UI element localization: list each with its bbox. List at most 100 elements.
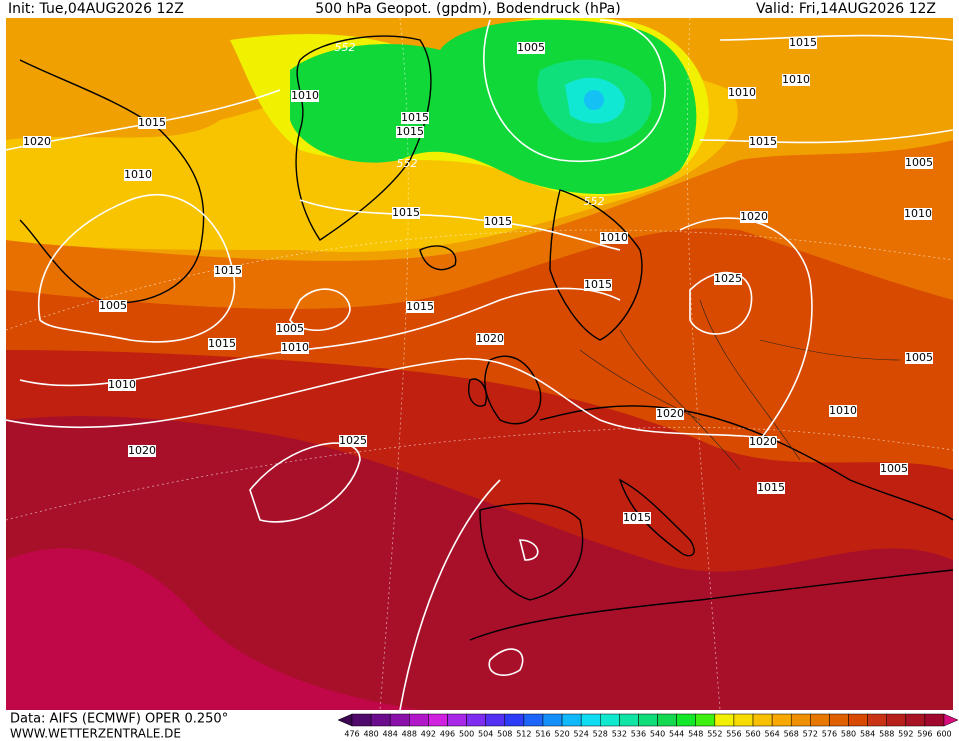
legend-swatch [351, 713, 372, 727]
isobar-label: 1015 [584, 278, 612, 291]
isobar-label: 1005 [517, 41, 545, 54]
map [6, 18, 953, 710]
legend-label: 592 [898, 730, 913, 739]
legend-label: 528 [593, 730, 608, 739]
site-url: WWW.WETTERZENTRALE.DE [10, 727, 181, 741]
label-box [128, 445, 156, 457]
isobar-label: 1015 [406, 300, 434, 313]
legend-swatch [752, 713, 773, 727]
legend-label: 484 [383, 730, 398, 739]
legend-label: 536 [631, 730, 646, 739]
isobar-label: 1015 [749, 135, 777, 148]
isobar-label: 1020 [128, 444, 156, 457]
legend-label: 556 [726, 730, 741, 739]
legend-swatch [619, 713, 639, 727]
legend-swatch [867, 713, 887, 727]
legend-label: 476 [344, 730, 359, 739]
legend-swatch [848, 713, 868, 727]
legend-label: 532 [612, 730, 627, 739]
isobar-label: 1020 [740, 210, 768, 223]
label-box [623, 512, 651, 524]
label-box [904, 208, 932, 220]
legend-label: 564 [764, 730, 779, 739]
geopotential-label: 552 [584, 195, 605, 208]
isobar-label: 1005 [276, 322, 304, 335]
legend-swatch [485, 713, 506, 727]
legend-swatch [389, 713, 410, 727]
legend-label: 580 [841, 730, 856, 739]
color-legend: 476 480 484 488 492 496 500 504 508 512 516 520 524 5… [337, 713, 959, 739]
legend-swatch [580, 713, 601, 727]
isobar-label: 1010 [108, 378, 136, 391]
legend-label: 492 [421, 730, 436, 739]
legend-swatch [600, 713, 620, 727]
legend-label: 572 [803, 730, 818, 739]
label-box [740, 211, 768, 223]
legend-label: 584 [860, 730, 875, 739]
label-box [406, 301, 434, 313]
legend-label: 576 [822, 730, 837, 739]
isobar-label: 1005 [99, 299, 127, 312]
legend-label: 540 [650, 730, 665, 739]
label-box [757, 482, 785, 494]
legend-label: 600 [936, 730, 951, 739]
legend-swatch [829, 713, 849, 727]
legend-label: 496 [440, 730, 455, 739]
legend-label: 504 [478, 730, 493, 739]
isobar-label: 1015 [401, 111, 429, 124]
isobar-label: 1010 [904, 207, 932, 220]
label-box [124, 169, 152, 181]
label-box [208, 338, 236, 350]
legend-swatch [561, 713, 582, 727]
label-box [291, 90, 319, 102]
legend-swatch [676, 713, 696, 727]
label-box [905, 157, 933, 169]
legend-swatch [714, 713, 735, 727]
isobar-label: 1015 [208, 337, 236, 350]
isobar-label: 1025 [339, 434, 367, 447]
label-box [714, 273, 742, 285]
isobar-label: 1010 [600, 231, 628, 244]
legend-label: 512 [516, 730, 531, 739]
label-box [23, 136, 51, 148]
isobar-label: 1010 [829, 404, 857, 417]
label-box [749, 436, 777, 448]
legend-swatch [370, 713, 391, 727]
legend-label: 516 [535, 730, 550, 739]
label-box [401, 112, 429, 124]
legend-label: 488 [402, 730, 417, 739]
init-time: Init: Tue,04AUG2026 12Z [8, 1, 184, 17]
legend-label: 520 [554, 730, 569, 739]
label-box [789, 37, 817, 49]
legend-swatch [638, 713, 658, 727]
legend-label: 500 [459, 730, 474, 739]
legend-swatch [905, 713, 926, 727]
label-box [99, 300, 127, 312]
label-box [880, 463, 908, 475]
isobar-label: 1020 [23, 135, 51, 148]
isobar-label: 1010 [291, 89, 319, 102]
isobar-label: 1015 [138, 116, 166, 129]
legend-label: 480 [363, 730, 378, 739]
legend-swatch [771, 713, 792, 727]
isobar-label: 1015 [392, 206, 420, 219]
geopotential-label: 552 [397, 157, 418, 170]
label-box [782, 74, 810, 86]
legend-swatch [447, 713, 467, 727]
label-box [214, 265, 242, 277]
legend-swatch [924, 713, 945, 727]
valid-time: Valid: Fri,14AUG2026 12Z [756, 1, 936, 17]
legend-swatch [810, 713, 830, 727]
label-box [484, 216, 512, 228]
label-box [905, 352, 933, 364]
label-box [138, 117, 166, 129]
legend-swatch [657, 713, 677, 727]
legend-swatch [790, 713, 811, 727]
legend-swatch [409, 713, 429, 727]
legend-label: 548 [688, 730, 703, 739]
isoline-labels: 1005 1015 1010 1010 1010 1015 1015 1015 1020 1015… [23, 36, 933, 524]
label-box [392, 207, 420, 219]
legend-label: 568 [784, 730, 799, 739]
data-source: Data: AIFS (ECMWF) OPER 0.250° [10, 712, 228, 727]
